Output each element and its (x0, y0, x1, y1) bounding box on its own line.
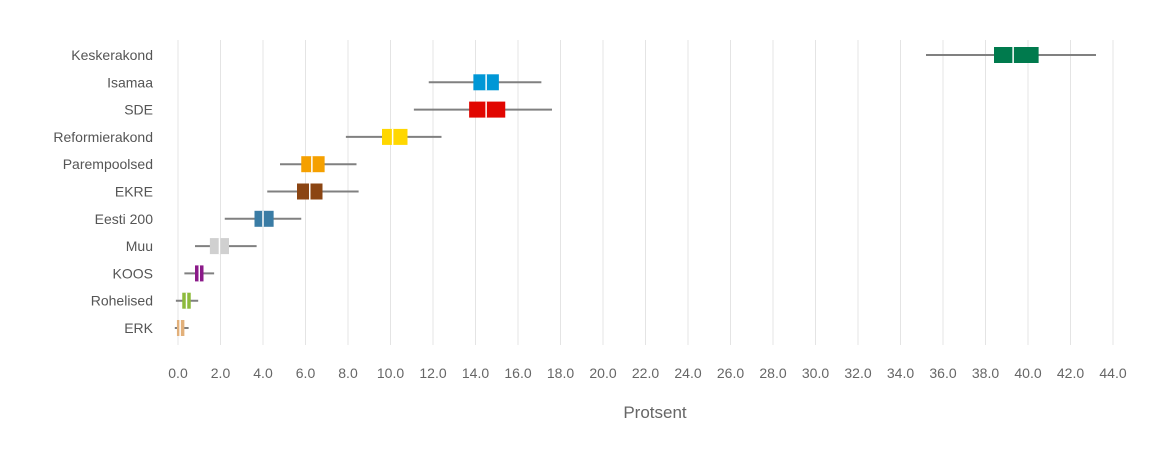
box-ekre (267, 183, 359, 200)
x-tick-label: 28.0 (759, 365, 786, 381)
interquartile-box (382, 128, 408, 145)
x-tick-label: 42.0 (1057, 365, 1084, 381)
interquartile-box (301, 156, 325, 173)
x-tick-label: 24.0 (674, 365, 701, 381)
interquartile-box (469, 101, 506, 118)
x-tick-label: 8.0 (338, 365, 358, 381)
x-tick-label: 20.0 (589, 365, 616, 381)
x-tick-label: 34.0 (887, 365, 914, 381)
x-tick-label: 10.0 (377, 365, 404, 381)
x-tick-label: 4.0 (253, 365, 273, 381)
category-label: Reformierakond (53, 129, 153, 145)
x-tick-label: 2.0 (211, 365, 231, 381)
x-tick-label: 32.0 (844, 365, 871, 381)
x-tick-label: 12.0 (419, 365, 446, 381)
box-sde (413, 101, 552, 118)
x-tick-label: 16.0 (504, 365, 531, 381)
x-tick-label: 30.0 (802, 365, 829, 381)
boxes (174, 47, 1096, 336)
interquartile-box (994, 47, 1039, 63)
box-rohelised (175, 292, 199, 309)
category-label: Rohelised (91, 293, 153, 309)
x-tick-label: 40.0 (1014, 365, 1041, 381)
x-axis-title: Protsent (623, 403, 687, 422)
box-koos (184, 265, 215, 282)
grid-lines (177, 40, 1114, 345)
x-tick-label: 18.0 (547, 365, 574, 381)
category-label: Parempoolsed (63, 156, 153, 172)
category-label: EKRE (115, 184, 153, 200)
category-label: ERK (124, 320, 153, 336)
x-axis-ticks: 0.0 2.0 4.0 6.0 8.0 10.0 12.0 14.0 16.0 18.0 20.0 2… (168, 365, 1127, 381)
x-tick-label: 22.0 (632, 365, 659, 381)
x-tick-label: 0.0 (168, 365, 188, 381)
category-labels: Keskerakond Isamaa SDE Reformierakond Paremp… (53, 47, 153, 336)
x-tick-label: 36.0 (929, 365, 956, 381)
box-muu (195, 238, 257, 255)
x-tick-label: 44.0 (1099, 365, 1126, 381)
x-tick-label: 26.0 (717, 365, 744, 381)
x-tick-label: 14.0 (462, 365, 489, 381)
box-eesti-200 (224, 210, 302, 227)
category-label: SDE (124, 102, 153, 118)
category-label: Eesti 200 (95, 211, 154, 227)
interquartile-box (254, 210, 274, 227)
box-erk (174, 320, 189, 336)
box-parempoolsed (280, 156, 357, 173)
category-label: Keskerakond (71, 47, 153, 63)
category-label: KOOS (113, 265, 153, 281)
x-tick-label: 6.0 (296, 365, 316, 381)
box-reformierakond (345, 128, 442, 145)
box-isamaa (428, 74, 542, 91)
box-keskerakond (926, 47, 1096, 63)
x-tick-label: 38.0 (972, 365, 999, 381)
category-label: Isamaa (107, 74, 153, 90)
category-label: Muu (126, 238, 153, 254)
